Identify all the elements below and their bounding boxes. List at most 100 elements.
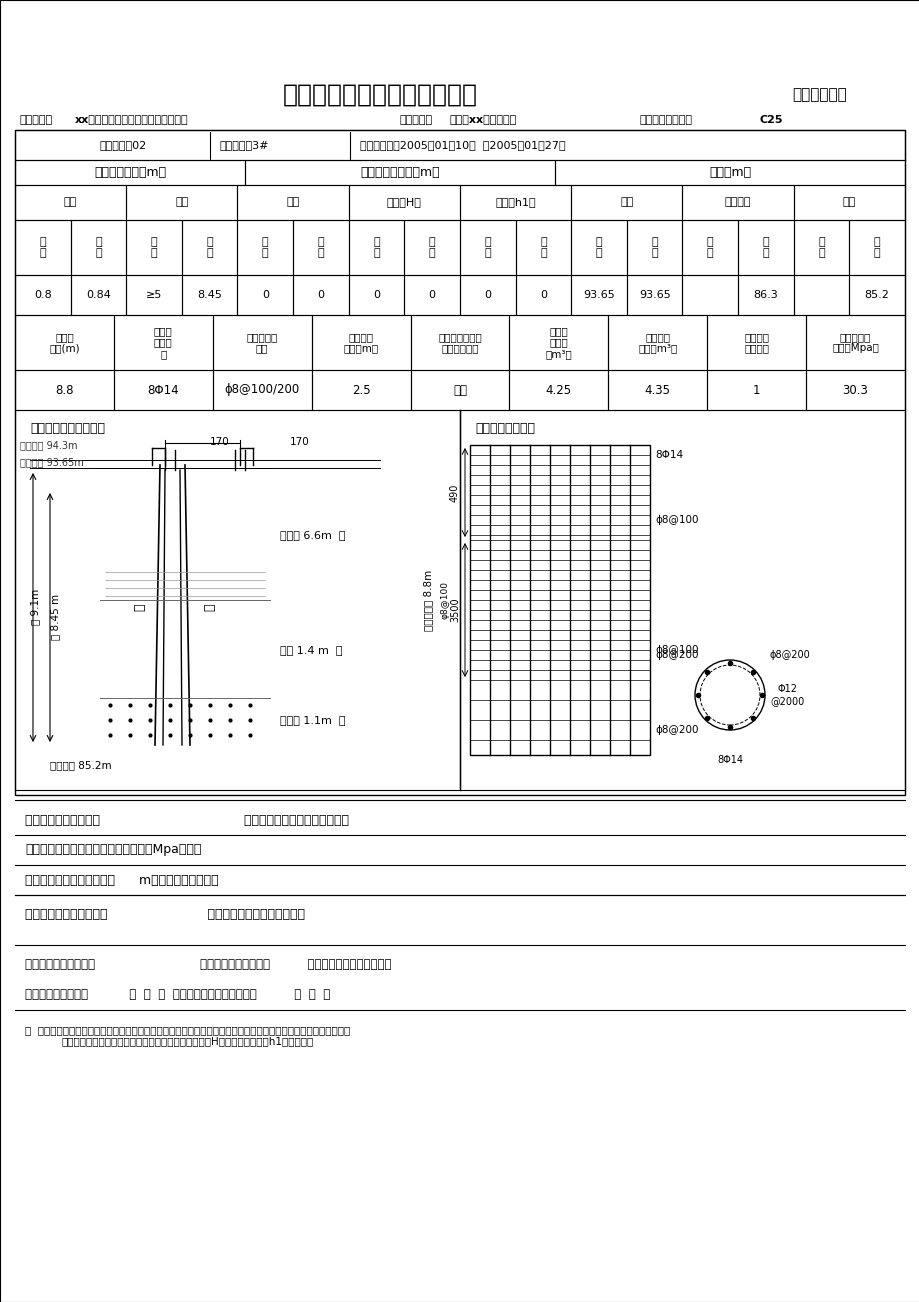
Text: 设
计: 设 计: [262, 237, 268, 258]
Text: 施工日期：自2005年01月10日  至2005年01月27日: 施工日期：自2005年01月10日 至2005年01月27日: [359, 141, 565, 150]
Bar: [682, 220, 737, 275]
Bar: [805, 315, 904, 370]
Text: 项目专业质量检查员           年  月  日  设单位项目技术负责人）：          年  月  日: 项目专业质量检查员 年 月 日 设单位项目技术负责人）： 年 月 日: [25, 988, 330, 1001]
Text: 桩底标高 85.2m: 桩底标高 85.2m: [50, 760, 111, 769]
Text: 回填土 6.6m  厚: 回填土 6.6m 厚: [279, 530, 346, 540]
Text: 0: 0: [317, 290, 324, 299]
Bar: [15, 220, 71, 275]
Bar: [682, 275, 737, 315]
Bar: [312, 370, 410, 410]
Bar: [805, 370, 904, 410]
Text: 设
计: 设 计: [151, 237, 157, 258]
Bar: [737, 220, 793, 275]
Text: 注  桩孔结构柱状图应按比例绘制成孔形状，其左侧标注成孔实测几何尺寸及桩顶（即承台底）、桩底和持力层顶面标
高，右侧自上而下标注地质部面各土层名称、厚度等。H指: 注 桩孔结构柱状图应按比例绘制成孔形状，其左侧标注成孔实测几何尺寸及桩顶（即承台…: [25, 1025, 350, 1047]
Bar: [237, 185, 348, 220]
Text: 0: 0: [262, 290, 268, 299]
Bar: [114, 315, 212, 370]
Text: 钢筋连接方法及
外观质量情况: 钢筋连接方法及 外观质量情况: [437, 332, 482, 353]
Bar: [348, 185, 460, 220]
Text: 施工单位检查评定结果：                         监理（建设）单位验收结论：: 施工单位检查评定结果： 监理（建设）单位验收结论：: [25, 909, 305, 922]
Text: 93.65: 93.65: [583, 290, 614, 299]
Text: C25: C25: [759, 115, 783, 125]
Text: 桩孔地质结构桩状图：: 桩孔地质结构桩状图：: [30, 422, 105, 435]
Text: 0: 0: [483, 290, 491, 299]
Text: 高度（h1）: 高度（h1）: [494, 198, 536, 207]
Text: 直径: 直径: [286, 198, 300, 207]
Text: 钢筋笼长度 8.8m: 钢筋笼长度 8.8m: [423, 569, 433, 630]
Bar: [293, 275, 348, 315]
Bar: [114, 370, 212, 410]
Text: 长 8.45 m: 长 8.45 m: [50, 594, 60, 641]
Text: 93.65: 93.65: [638, 290, 670, 299]
Text: 该桩持力层土质名称及承载力标准值（Mpa）为：: 该桩持力层土质名称及承载力标准值（Mpa）为：: [25, 844, 201, 857]
Text: 设
计: 设 计: [706, 237, 713, 258]
Bar: [460, 185, 571, 220]
Text: 实
测: 实 测: [651, 237, 657, 258]
Text: 4.35: 4.35: [644, 384, 670, 397]
Bar: [212, 315, 312, 370]
Bar: [15, 410, 460, 790]
Text: 8Φ14: 8Φ14: [147, 384, 179, 397]
Text: 箍筋加密
长度（m）: 箍筋加密 长度（m）: [343, 332, 379, 353]
Bar: [607, 315, 707, 370]
Bar: [470, 445, 650, 755]
Bar: [460, 220, 515, 275]
Bar: [71, 275, 126, 315]
Text: 设
计: 设 计: [484, 237, 491, 258]
Bar: [348, 220, 404, 275]
Bar: [126, 220, 182, 275]
Text: 设
计: 设 计: [373, 237, 380, 258]
Text: 湘质监统编施: 湘质监统编施: [792, 87, 846, 103]
Bar: [410, 315, 509, 370]
Bar: [707, 315, 805, 370]
Text: 桩径: 桩径: [64, 198, 77, 207]
Bar: [15, 130, 904, 796]
Bar: [515, 220, 571, 275]
Text: 实
测: 实 测: [317, 237, 323, 258]
Text: 深 9.1m: 深 9.1m: [30, 589, 40, 625]
Text: 170: 170: [289, 437, 310, 447]
Text: 8.8: 8.8: [55, 384, 74, 397]
Text: 留置砼试
块（组）: 留置砼试 块（组）: [743, 332, 768, 353]
Bar: [410, 370, 509, 410]
Bar: [404, 220, 460, 275]
Text: 施工单位检查记录人：                                    监理（建设）单位旁站监督人：: 施工单位检查记录人： 监理（建设）单位旁站监督人：: [25, 814, 348, 827]
Text: 85.2: 85.2: [864, 290, 889, 299]
Text: 井口标高 94.3m: 井口标高 94.3m: [20, 440, 77, 450]
Text: 0: 0: [539, 290, 546, 299]
Text: ϕ8@200: ϕ8@200: [769, 650, 810, 660]
Text: 实
测: 实 测: [762, 237, 768, 258]
Text: 设
计: 设 计: [596, 237, 602, 258]
Text: 170: 170: [210, 437, 230, 447]
Text: 0: 0: [373, 290, 380, 299]
Text: 设
计: 设 计: [40, 237, 46, 258]
Text: 钢筋笼
长度(m): 钢筋笼 长度(m): [49, 332, 80, 353]
Bar: [182, 275, 237, 315]
Text: 高度（H）: 高度（H）: [387, 198, 421, 207]
Text: 主筋直
径及根
数: 主筋直 径及根 数: [153, 326, 173, 359]
Text: 桩顶: 桩顶: [619, 198, 633, 207]
Text: 86.3: 86.3: [753, 290, 777, 299]
Text: 扩大头几何尺寸（m）: 扩大头几何尺寸（m）: [360, 165, 439, 178]
Bar: [71, 220, 126, 275]
Text: 实
测: 实 测: [539, 237, 546, 258]
Text: 桩长: 桩长: [175, 198, 188, 207]
Text: 项目专业技术负责人：                            项目专业监理工程（建          监理（建设）项目部（章）: 项目专业技术负责人： 项目专业监理工程（建 监理（建设）项目部（章）: [25, 958, 391, 971]
Text: 8Φ14: 8Φ14: [654, 450, 683, 460]
Bar: [15, 370, 114, 410]
Text: 湖南省xx化施工公司: 湖南省xx化施工公司: [449, 115, 516, 125]
Bar: [707, 370, 805, 410]
Bar: [237, 220, 293, 275]
Text: 实
测: 实 测: [95, 237, 102, 258]
Bar: [793, 185, 904, 220]
Bar: [293, 220, 348, 275]
Text: 桩身几何尺寸（m）: 桩身几何尺寸（m）: [94, 165, 166, 178]
Text: 钢筋隐蔽验收图：: 钢筋隐蔽验收图：: [474, 422, 535, 435]
Text: 实
测: 实 测: [428, 237, 435, 258]
Text: 0.84: 0.84: [85, 290, 111, 299]
Bar: [404, 275, 460, 315]
Text: 8Φ14: 8Φ14: [716, 755, 743, 766]
Bar: [126, 185, 237, 220]
Text: 砼设计强度等级：: 砼设计强度等级：: [640, 115, 692, 125]
Bar: [848, 220, 904, 275]
